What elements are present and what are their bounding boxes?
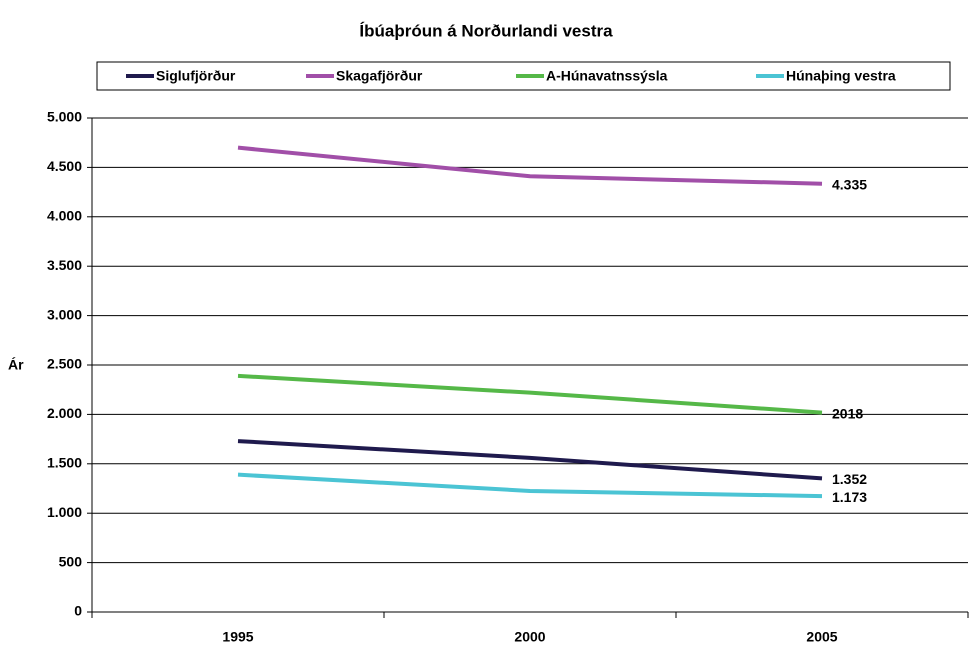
y-tick-label: 4.000 bbox=[47, 208, 82, 224]
y-tick-label: 2.500 bbox=[47, 356, 82, 372]
y-tick-label: 1.500 bbox=[47, 455, 82, 471]
x-tick-label: 2005 bbox=[806, 629, 837, 645]
y-tick-label: 500 bbox=[59, 553, 83, 569]
series-line bbox=[237, 439, 823, 481]
series-line bbox=[237, 472, 823, 499]
y-axis-label: Ár bbox=[8, 357, 24, 373]
chart-title: Íbúaþróun á Norðurlandi vestra bbox=[359, 21, 613, 40]
x-tick-label: 1995 bbox=[222, 629, 253, 645]
y-tick-label: 3.500 bbox=[47, 257, 82, 273]
data-label: 1.173 bbox=[832, 489, 867, 505]
legend-label: A-Húnavatnssýsla bbox=[546, 68, 668, 84]
series-line bbox=[237, 145, 823, 186]
y-tick-label: 0 bbox=[74, 603, 82, 619]
y-tick-label: 5.000 bbox=[47, 109, 82, 125]
legend-label: Siglufjörður bbox=[156, 68, 236, 84]
data-label: 2018 bbox=[832, 405, 863, 421]
data-label: 4.335 bbox=[832, 176, 867, 192]
legend-label: Skagafjörður bbox=[336, 68, 423, 84]
series-line bbox=[237, 373, 823, 415]
x-tick-label: 2000 bbox=[514, 629, 545, 645]
y-tick-label: 4.500 bbox=[47, 158, 82, 174]
y-tick-label: 2.000 bbox=[47, 405, 82, 421]
y-tick-label: 1.000 bbox=[47, 504, 82, 520]
y-tick-label: 3.000 bbox=[47, 306, 82, 322]
legend-label: Húnaþing vestra bbox=[786, 68, 896, 84]
data-label: 1.352 bbox=[832, 471, 867, 487]
